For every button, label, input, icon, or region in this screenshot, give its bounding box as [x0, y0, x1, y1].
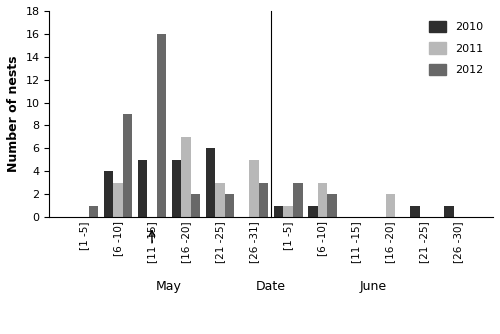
Bar — [216, 183, 225, 217]
Bar — [293, 183, 302, 217]
Bar — [274, 206, 283, 217]
Bar — [318, 183, 327, 217]
Bar — [444, 206, 454, 217]
Bar — [225, 194, 234, 217]
Bar — [284, 206, 293, 217]
Bar — [138, 160, 147, 217]
Text: Date: Date — [256, 280, 286, 293]
Text: May: May — [156, 280, 182, 293]
Bar — [88, 206, 98, 217]
Bar — [156, 34, 166, 217]
Bar — [206, 148, 216, 217]
Bar — [410, 206, 420, 217]
Bar — [122, 114, 132, 217]
Bar — [308, 206, 318, 217]
Y-axis label: Number of nests: Number of nests — [7, 56, 20, 172]
Bar — [259, 183, 268, 217]
Bar — [386, 194, 395, 217]
Text: June: June — [360, 280, 387, 293]
Bar — [182, 137, 191, 217]
Bar — [327, 194, 336, 217]
Bar — [191, 194, 200, 217]
Bar — [250, 160, 259, 217]
Legend: 2010, 2011, 2012: 2010, 2011, 2012 — [425, 16, 488, 80]
Bar — [104, 171, 113, 217]
Bar — [113, 183, 122, 217]
Bar — [172, 160, 181, 217]
